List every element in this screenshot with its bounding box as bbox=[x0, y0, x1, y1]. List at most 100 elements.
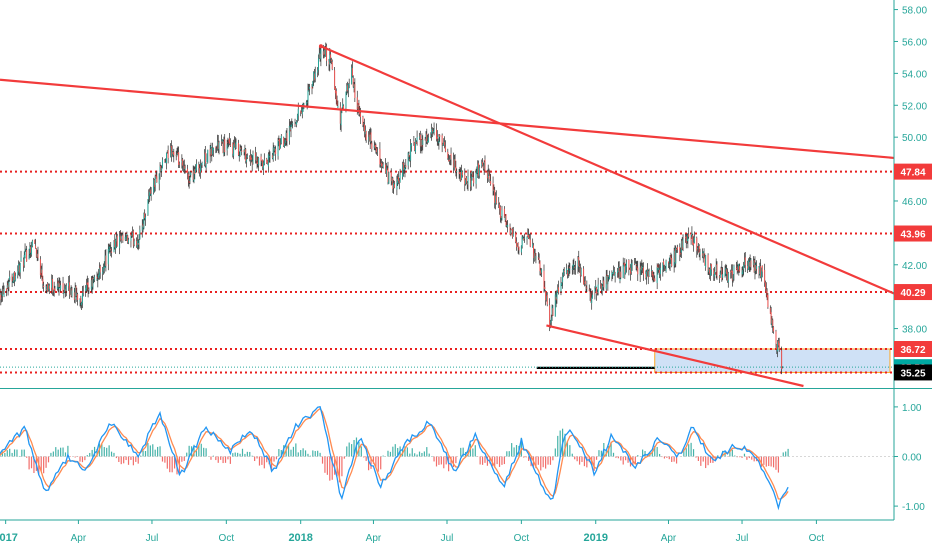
histogram-bar bbox=[419, 452, 420, 457]
histogram-bar bbox=[145, 451, 146, 456]
histogram-bar bbox=[501, 457, 502, 465]
candle-body bbox=[598, 285, 599, 293]
candle-body bbox=[200, 166, 201, 173]
candle-body bbox=[568, 272, 569, 274]
candle-body bbox=[745, 257, 746, 265]
candle-body bbox=[155, 176, 156, 185]
histogram-bar bbox=[133, 457, 134, 466]
candle-body bbox=[358, 103, 359, 110]
candle-body bbox=[686, 236, 687, 242]
candle-body bbox=[635, 263, 636, 264]
candle-body bbox=[466, 178, 467, 183]
histogram-bar bbox=[31, 457, 32, 469]
candle-body bbox=[280, 145, 281, 148]
histogram-bar bbox=[65, 452, 66, 456]
candle-body bbox=[563, 270, 564, 275]
candle-body bbox=[484, 160, 485, 173]
price-label: 47.84 bbox=[900, 168, 925, 179]
candle-body bbox=[782, 366, 783, 367]
candle-body bbox=[162, 160, 163, 168]
candle-body bbox=[207, 150, 208, 163]
histogram-bar bbox=[290, 450, 291, 457]
histogram-bar bbox=[460, 448, 461, 457]
candle-body bbox=[583, 269, 584, 285]
candle-body bbox=[430, 135, 431, 136]
histogram-bar bbox=[155, 450, 156, 457]
trend-anchor bbox=[319, 44, 323, 48]
candle-body bbox=[530, 240, 531, 247]
histogram-bar bbox=[87, 455, 88, 456]
x-tick-label: Apr bbox=[366, 533, 382, 544]
histogram-bar bbox=[659, 454, 660, 457]
candle-body bbox=[581, 269, 582, 276]
candle-body bbox=[139, 240, 140, 244]
histogram-bar bbox=[482, 457, 483, 465]
histogram-bar bbox=[341, 457, 342, 477]
histogram-bar bbox=[293, 447, 294, 457]
histogram-bar bbox=[218, 457, 219, 463]
histogram-bar bbox=[506, 451, 507, 456]
candle-body bbox=[1, 298, 2, 299]
candle-body bbox=[569, 267, 570, 269]
candle-body bbox=[666, 261, 667, 271]
histogram-bar bbox=[261, 457, 262, 465]
histogram-bar bbox=[60, 448, 61, 457]
candle-body bbox=[298, 109, 299, 115]
histogram-bar bbox=[235, 453, 236, 457]
histogram-bar bbox=[273, 457, 274, 462]
histogram-bar bbox=[319, 453, 320, 457]
candle-body bbox=[439, 135, 440, 137]
candle-body bbox=[552, 308, 553, 316]
candle-body bbox=[437, 137, 438, 139]
candle-body bbox=[607, 276, 608, 284]
histogram-bar bbox=[671, 457, 672, 462]
candle-body bbox=[742, 270, 743, 274]
candle-body bbox=[711, 264, 712, 269]
candle-body bbox=[400, 175, 401, 182]
histogram-bar bbox=[509, 451, 510, 456]
candle-body bbox=[544, 287, 545, 289]
candle-body bbox=[447, 152, 448, 158]
histogram-bar bbox=[584, 457, 585, 467]
candle-body bbox=[683, 239, 684, 247]
candle-body bbox=[775, 331, 776, 343]
histogram-bar bbox=[778, 457, 779, 473]
y-tick-label: 58.00 bbox=[902, 6, 927, 17]
candle-body bbox=[589, 289, 590, 291]
candle-body bbox=[315, 72, 316, 78]
candle-body bbox=[312, 81, 313, 86]
histogram-bar bbox=[181, 457, 182, 462]
candle-body bbox=[82, 293, 83, 303]
candle-body bbox=[705, 255, 706, 267]
candle-body bbox=[198, 165, 199, 169]
candle-body bbox=[173, 152, 174, 156]
candle-body bbox=[654, 278, 655, 281]
histogram-bar bbox=[572, 454, 573, 457]
histogram-bar bbox=[84, 457, 85, 461]
histogram-bar bbox=[768, 457, 769, 467]
candle-body bbox=[462, 172, 463, 175]
histogram-bar bbox=[598, 450, 599, 456]
candle-body bbox=[396, 182, 397, 189]
histogram-bar bbox=[45, 457, 46, 468]
candle-body bbox=[547, 295, 548, 304]
histogram-bar bbox=[446, 457, 447, 465]
candle-body bbox=[245, 149, 246, 161]
histogram-bar bbox=[346, 446, 347, 456]
histogram-bar bbox=[594, 457, 595, 471]
histogram-bar bbox=[433, 457, 434, 462]
candle-body bbox=[479, 168, 480, 176]
y-tick-label: 56.00 bbox=[902, 37, 927, 48]
candle-body bbox=[500, 207, 501, 218]
histogram-bar bbox=[669, 457, 670, 460]
candle-body bbox=[235, 144, 236, 148]
candle-body bbox=[6, 288, 7, 290]
candle-body bbox=[25, 249, 26, 250]
candle-body bbox=[236, 142, 237, 144]
x-tick-label: Apr bbox=[661, 533, 677, 544]
candle-body bbox=[564, 271, 565, 272]
candle-body bbox=[543, 271, 544, 289]
candle-body bbox=[455, 159, 456, 168]
candle-body bbox=[83, 292, 84, 293]
histogram-bar bbox=[700, 457, 701, 466]
